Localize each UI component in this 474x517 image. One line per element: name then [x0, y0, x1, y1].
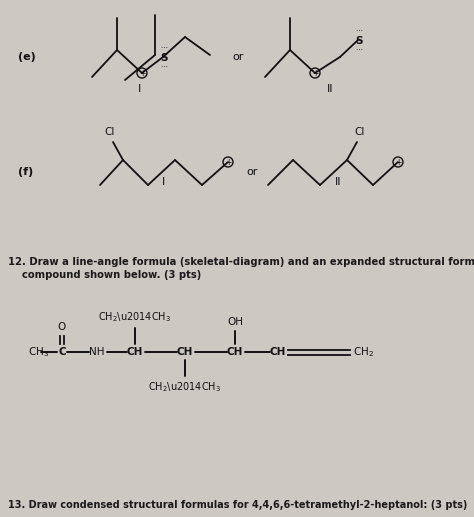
Text: O: O: [58, 322, 66, 332]
Text: CH: CH: [127, 347, 143, 357]
Text: ⋯: ⋯: [161, 45, 167, 51]
Text: compound shown below. (3 pts): compound shown below. (3 pts): [8, 270, 201, 280]
Text: 13. Draw condensed structural formulas for 4,4,6,6-tetramethyl-2-heptanol: (3 pt: 13. Draw condensed structural formulas f…: [8, 500, 467, 510]
Text: +: +: [139, 69, 145, 78]
Text: II: II: [327, 84, 333, 94]
Text: CH: CH: [177, 347, 193, 357]
Text: CH$_2$: CH$_2$: [353, 345, 374, 359]
Text: (f): (f): [18, 167, 33, 177]
Text: NH: NH: [89, 347, 105, 357]
Text: CH$_3$: CH$_3$: [28, 345, 49, 359]
Text: CH: CH: [270, 347, 286, 357]
Text: ⋯: ⋯: [161, 64, 167, 70]
Text: +: +: [395, 158, 401, 167]
Text: ⋯: ⋯: [356, 47, 363, 53]
Text: CH$_2$\u2014CH$_3$: CH$_2$\u2014CH$_3$: [99, 310, 172, 324]
Text: Cl: Cl: [105, 127, 115, 137]
Text: S: S: [160, 53, 168, 63]
Text: 12. Draw a line-angle formula (skeletal-diagram) and an expanded structural form: 12. Draw a line-angle formula (skeletal-…: [8, 257, 474, 267]
Text: (e): (e): [18, 52, 36, 62]
Text: S: S: [355, 36, 363, 46]
Text: CH$_2$\u2014CH$_3$: CH$_2$\u2014CH$_3$: [148, 380, 221, 394]
Text: OH: OH: [227, 317, 243, 327]
Text: or: or: [232, 52, 244, 62]
Text: I: I: [138, 84, 142, 94]
Text: or: or: [246, 167, 258, 177]
Text: I: I: [163, 177, 165, 187]
Text: +: +: [225, 158, 231, 167]
Text: Cl: Cl: [355, 127, 365, 137]
Text: II: II: [335, 177, 341, 187]
Text: C: C: [58, 347, 66, 357]
Text: CH: CH: [227, 347, 243, 357]
Text: +: +: [312, 69, 318, 78]
Text: ⋯: ⋯: [356, 28, 363, 34]
